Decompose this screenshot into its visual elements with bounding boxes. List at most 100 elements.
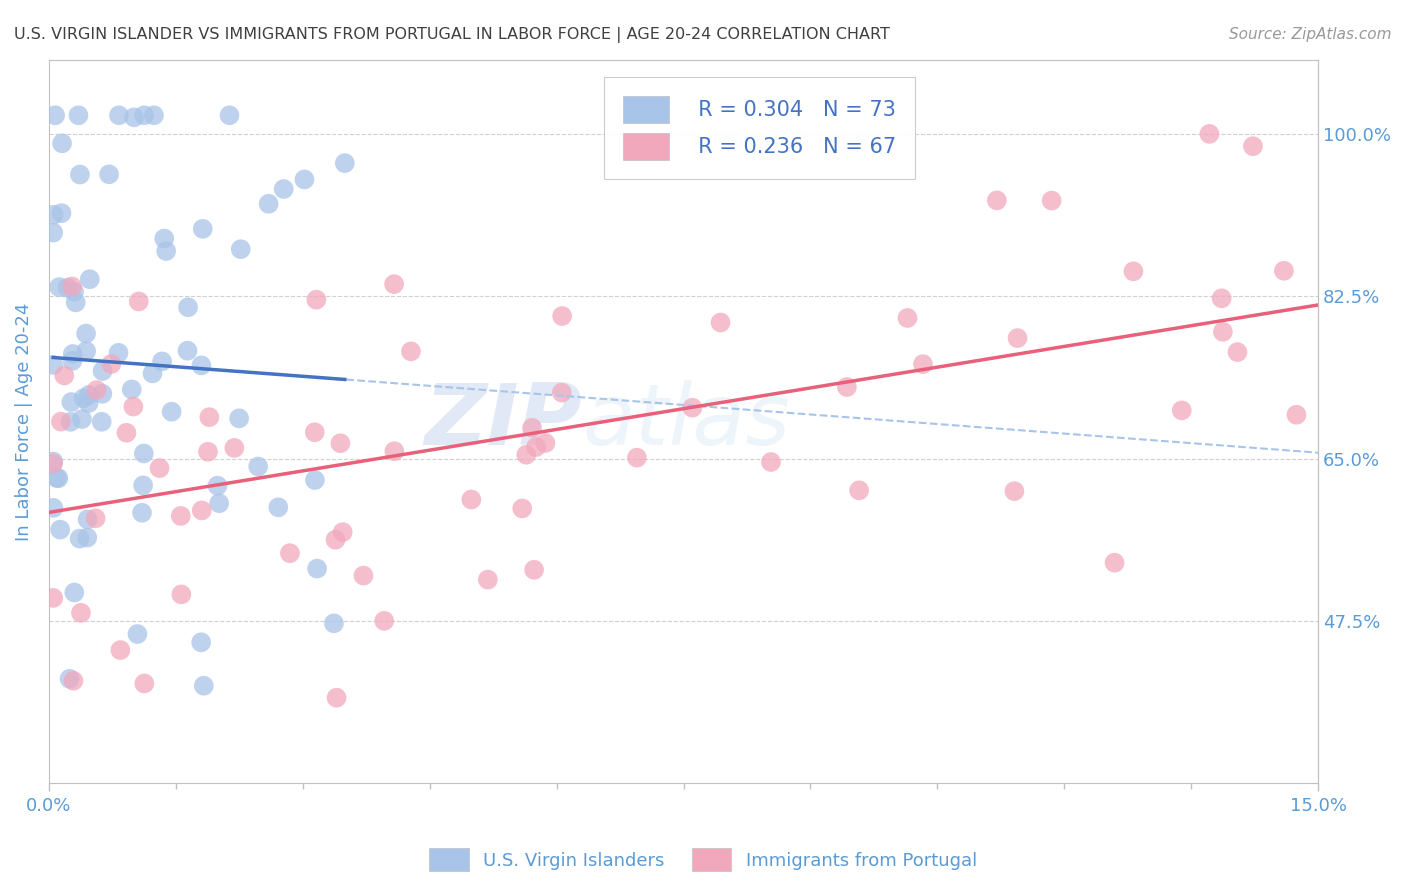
Point <box>332 525 354 540</box>
Point <box>307 561 329 575</box>
Text: U.S. VIRGIN ISLANDER VS IMMIGRANTS FROM PORTUGAL IN LABOR FORCE | AGE 20-24 CORR: U.S. VIRGIN ISLANDER VS IMMIGRANTS FROM … <box>14 27 890 43</box>
Point <box>59 415 82 429</box>
Point <box>224 441 246 455</box>
Point <box>325 690 347 705</box>
Point <box>190 635 212 649</box>
Point <box>399 344 422 359</box>
Point <box>108 108 131 122</box>
Point <box>896 310 918 325</box>
Point <box>709 316 731 330</box>
Point <box>77 388 100 402</box>
Point <box>1170 403 1192 417</box>
Point <box>70 412 93 426</box>
Point <box>534 436 557 450</box>
Point <box>75 344 97 359</box>
Point <box>333 156 356 170</box>
Point <box>86 383 108 397</box>
Point <box>84 511 107 525</box>
Point <box>193 679 215 693</box>
Point <box>911 357 934 371</box>
Point <box>132 446 155 460</box>
Point <box>122 400 145 414</box>
Legend: U.S. Virgin Islanders, Immigrants from Portugal: U.S. Virgin Islanders, Immigrants from P… <box>422 841 984 879</box>
Point <box>160 405 183 419</box>
Point <box>77 396 100 410</box>
Point <box>75 326 97 341</box>
Point <box>1040 194 1063 208</box>
Point <box>176 343 198 358</box>
Point <box>42 208 65 222</box>
Point <box>323 616 346 631</box>
Point <box>257 196 280 211</box>
Point <box>69 532 91 546</box>
Point <box>329 436 352 450</box>
Point <box>128 294 150 309</box>
Point <box>191 503 214 517</box>
Point <box>353 568 375 582</box>
Point <box>63 285 86 299</box>
Point <box>1002 484 1025 499</box>
Point <box>100 357 122 371</box>
Point <box>1198 127 1220 141</box>
Point <box>524 440 547 454</box>
Point <box>62 347 84 361</box>
Point <box>91 364 114 378</box>
Point <box>626 450 648 465</box>
Point <box>42 358 65 372</box>
Point <box>53 368 76 383</box>
Point <box>150 354 173 368</box>
Point <box>122 111 145 125</box>
Point <box>115 425 138 440</box>
Point <box>48 280 70 294</box>
Point <box>382 444 405 458</box>
Point <box>520 421 543 435</box>
Point <box>72 391 94 405</box>
Point <box>60 279 83 293</box>
Point <box>190 359 212 373</box>
Point <box>48 471 70 485</box>
Point <box>247 459 270 474</box>
Point <box>56 281 79 295</box>
Point <box>1285 408 1308 422</box>
Point <box>45 471 67 485</box>
Point <box>1226 345 1249 359</box>
Point <box>191 222 214 236</box>
Point <box>51 206 73 220</box>
Point <box>110 643 132 657</box>
Point <box>1007 331 1029 345</box>
Point <box>121 383 143 397</box>
Point <box>267 500 290 515</box>
Point <box>69 168 91 182</box>
Point <box>79 272 101 286</box>
Point <box>42 500 65 515</box>
Point <box>98 167 121 181</box>
Point <box>49 415 72 429</box>
Point <box>304 425 326 440</box>
Point <box>1272 264 1295 278</box>
Point <box>60 353 83 368</box>
Point <box>986 194 1008 208</box>
Point <box>551 385 574 400</box>
Point <box>65 295 87 310</box>
Point <box>510 501 533 516</box>
Point <box>134 676 156 690</box>
Point <box>153 231 176 245</box>
Point <box>273 182 295 196</box>
Point <box>197 444 219 458</box>
Point <box>278 546 301 560</box>
Point <box>42 591 65 605</box>
Point <box>515 448 537 462</box>
Point <box>155 244 177 258</box>
Point <box>42 457 65 471</box>
Point <box>42 454 65 468</box>
Point <box>177 300 200 314</box>
Point <box>1241 139 1264 153</box>
Point <box>382 277 405 292</box>
Point <box>229 242 252 256</box>
Point <box>170 587 193 601</box>
Point <box>51 136 73 151</box>
Point <box>304 473 326 487</box>
Point <box>90 415 112 429</box>
Point <box>63 585 86 599</box>
Point <box>218 108 240 122</box>
